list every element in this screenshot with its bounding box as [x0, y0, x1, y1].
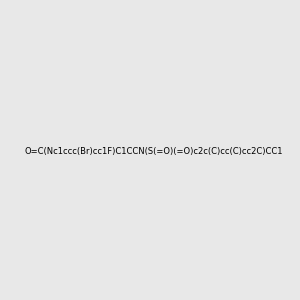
Text: O=C(Nc1ccc(Br)cc1F)C1CCN(S(=O)(=O)c2c(C)cc(C)cc2C)CC1: O=C(Nc1ccc(Br)cc1F)C1CCN(S(=O)(=O)c2c(C)…	[25, 147, 283, 156]
